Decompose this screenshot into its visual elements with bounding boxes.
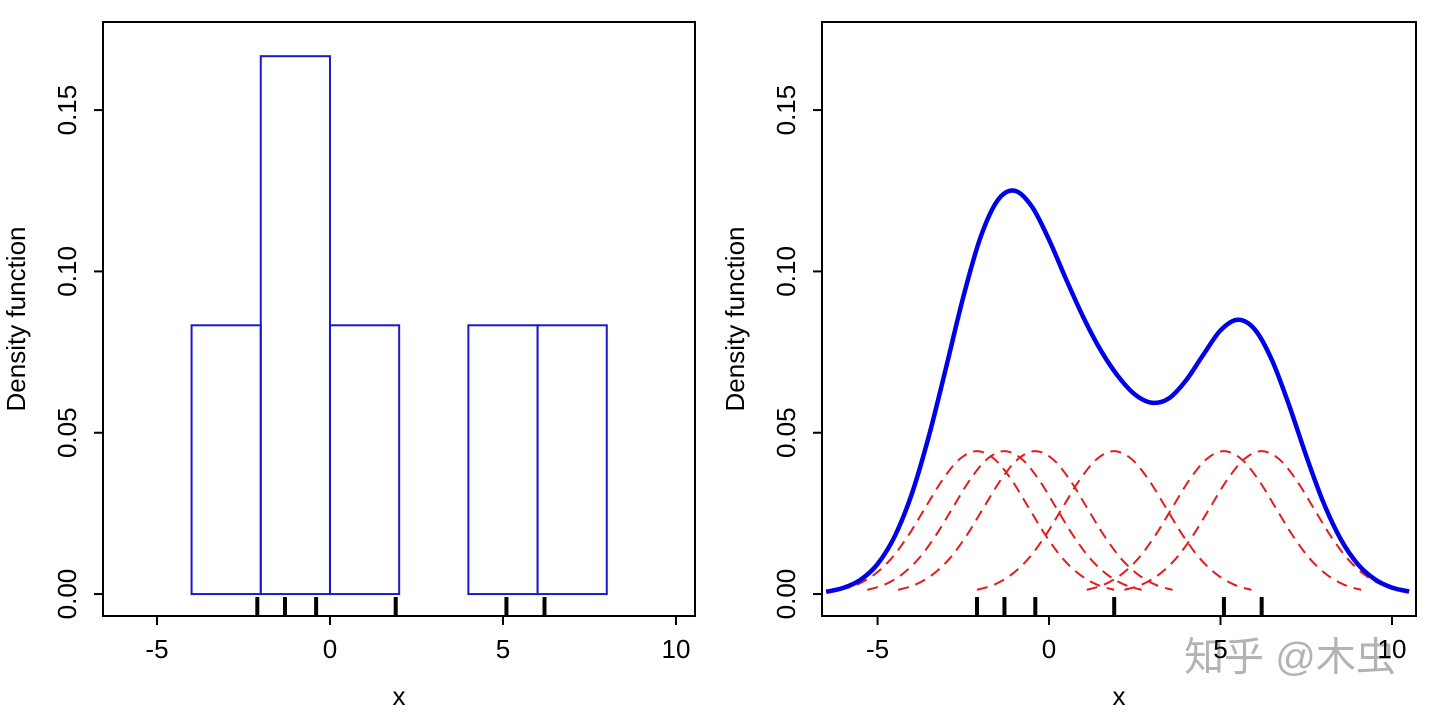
y-axis-label: Density function xyxy=(720,227,750,412)
plot-frame xyxy=(821,21,1417,617)
bar xyxy=(536,324,608,596)
x-axis-label: x xyxy=(1113,681,1126,711)
watermark: 知乎 @木虫 xyxy=(1184,636,1396,680)
plot-area xyxy=(190,55,608,596)
kernel-curve xyxy=(1086,450,1362,591)
panel: 知乎 @木虫 0.00 0.05 0.10 0.15 -5 0 5 10 x Density fun… xyxy=(720,21,1417,711)
kernel-curve xyxy=(1124,450,1400,591)
x-tick-label: -5 xyxy=(866,634,889,664)
x-tick-label: 5 xyxy=(496,634,510,664)
kernel-curve xyxy=(866,450,1142,591)
kernel-curve xyxy=(897,450,1173,591)
bar xyxy=(467,324,539,596)
y-tick-label: 0.10 xyxy=(771,246,801,297)
kernel-curve xyxy=(976,450,1252,591)
y-tick-label: 0.00 xyxy=(771,569,801,620)
plot-area xyxy=(825,188,1410,595)
x-tick-label: 0 xyxy=(323,634,337,664)
y-tick-label: 0.10 xyxy=(52,246,82,297)
kernel-curve xyxy=(839,450,1115,591)
x-tick-label: 5 xyxy=(1213,634,1227,664)
x-axis-label: x xyxy=(393,681,406,711)
bar xyxy=(328,324,401,596)
y-tick-label: 0.15 xyxy=(771,85,801,136)
y-tick-label: 0.00 xyxy=(52,569,82,620)
x-tick-label: 10 xyxy=(662,634,691,664)
y-tick-label: 0.15 xyxy=(52,85,82,136)
x-tick-label: -5 xyxy=(145,634,168,664)
x-tick-label: 0 xyxy=(1042,634,1056,664)
plot-frame xyxy=(102,21,696,617)
y-tick-label: 0.05 xyxy=(771,407,801,458)
panel: 0.00 0.05 0.10 0.15 -5 0 5 10 x Density function xyxy=(1,21,696,711)
y-tick-label: 0.05 xyxy=(52,407,82,458)
y-axis-label: Density function xyxy=(1,227,31,412)
bar xyxy=(190,324,262,596)
x-tick-label: 10 xyxy=(1378,634,1407,664)
bar xyxy=(259,55,331,596)
density-curve xyxy=(825,188,1410,595)
